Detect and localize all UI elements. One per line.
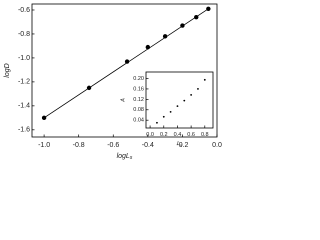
- y-tick-label: -1.4: [18, 103, 30, 110]
- x-axis-label-sub: s: [130, 155, 133, 161]
- y-tick-label: 0.16: [133, 86, 144, 92]
- x-tick-label: 0.8: [201, 132, 209, 138]
- y-tick-label: 0.20: [133, 76, 144, 82]
- x-tick-label: 0.4: [174, 132, 182, 138]
- data-point: [156, 121, 158, 124]
- x-axis-label-main: L: [177, 141, 180, 147]
- y-tick-label: -0.8: [18, 31, 30, 38]
- data-point: [194, 14, 199, 20]
- data-point: [86, 85, 92, 91]
- x-axis-label: logLs: [117, 153, 133, 162]
- y-tick-label: 0.12: [133, 97, 144, 103]
- data-point: [203, 78, 206, 81]
- data-point: [176, 105, 179, 108]
- y-tick-label: -1.0: [18, 55, 30, 62]
- x-tick-label: -0.4: [142, 142, 154, 149]
- data-point: [41, 115, 47, 121]
- data-point: [206, 6, 211, 11]
- x-tick-label: -0.2: [176, 142, 188, 149]
- x-axis-label-main: logL: [117, 153, 130, 160]
- data-point: [180, 23, 185, 28]
- x-tick-label: -0.6: [107, 142, 119, 149]
- x-tick-label: 0.6: [187, 132, 195, 138]
- x-tick-label: -1.0: [38, 142, 50, 149]
- x-tick-label: 0.2: [160, 132, 168, 138]
- data-point: [197, 88, 199, 90]
- data-point: [190, 94, 193, 96]
- data-point: [183, 99, 186, 102]
- x-axis-label: Ls: [177, 141, 182, 148]
- data-point: [162, 34, 168, 39]
- y-axis-label: logD: [4, 63, 11, 77]
- data-point: [124, 59, 130, 64]
- x-tick-label: 0.0: [146, 132, 154, 138]
- y-tick-label: -0.6: [18, 7, 30, 14]
- inset-background: [146, 72, 213, 128]
- plot-frame: [145, 71, 214, 129]
- y-tick-label: 0.04: [133, 118, 144, 124]
- data-point: [169, 110, 172, 113]
- x-tick-label: 0.0: [212, 142, 222, 149]
- y-tick-label: 0.08: [133, 107, 144, 113]
- x-axis-label-sub: s: [180, 143, 182, 148]
- y-axis-label: A: [120, 98, 126, 103]
- data-point: [162, 115, 165, 118]
- x-tick-label: -0.8: [73, 142, 85, 149]
- chart: -1.0 -0.8 -0.6 -0.4 -0.2 0.0 -1.6 -1.4 -1.2 -1.0 -…: [4, 3, 222, 162]
- plot-frame: [31, 3, 218, 138]
- data-point: [145, 44, 151, 50]
- y-tick-label: -1.2: [18, 79, 30, 86]
- y-tick-label: -1.6: [18, 127, 30, 134]
